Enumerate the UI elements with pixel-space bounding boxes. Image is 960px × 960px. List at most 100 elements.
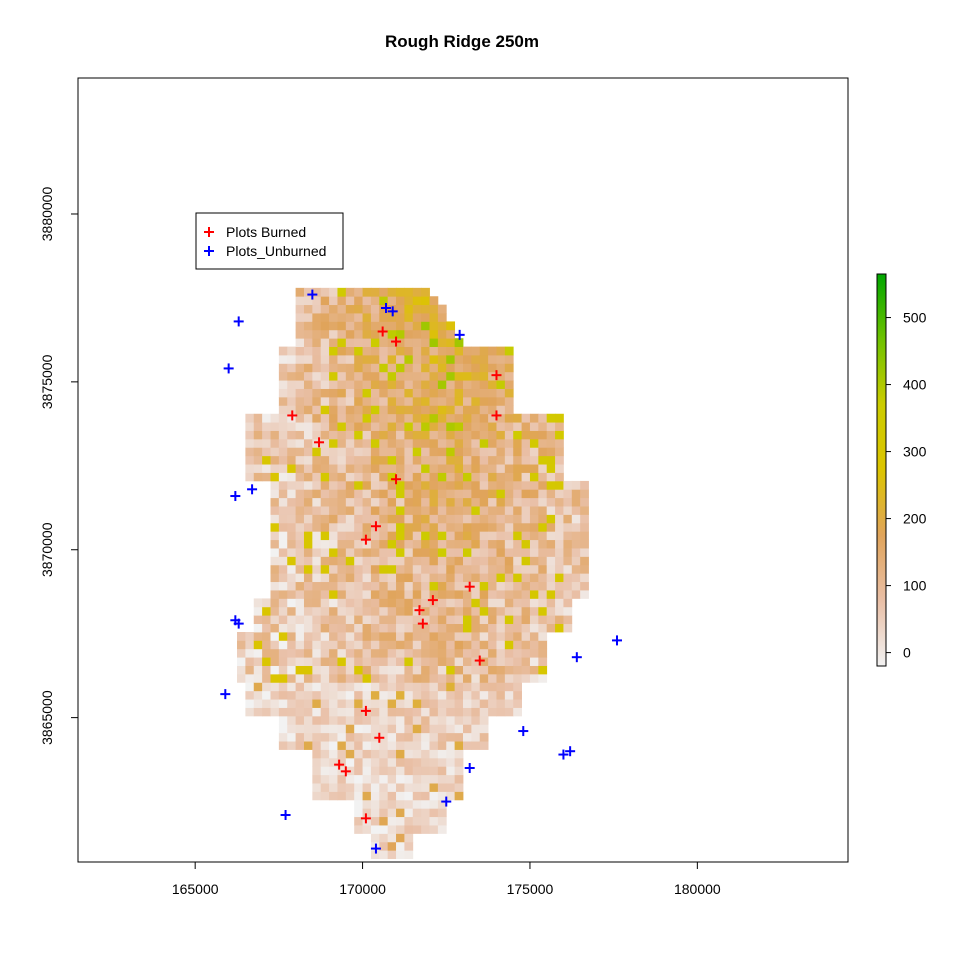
raster-cell bbox=[529, 556, 539, 566]
raster-cell bbox=[320, 497, 330, 507]
raster-cell bbox=[362, 774, 372, 784]
raster-cell bbox=[446, 573, 456, 583]
raster-cell bbox=[454, 489, 464, 499]
raster-cell bbox=[278, 615, 288, 625]
raster-cell bbox=[387, 749, 397, 759]
raster-cell bbox=[354, 287, 363, 297]
raster-cell bbox=[479, 682, 489, 692]
raster-cell bbox=[421, 514, 430, 524]
raster-cell bbox=[404, 766, 414, 776]
raster-cell bbox=[362, 539, 372, 549]
raster-cell bbox=[538, 673, 548, 683]
raster-cell bbox=[329, 783, 338, 792]
raster-cell bbox=[354, 497, 363, 507]
raster-cell bbox=[446, 606, 456, 616]
raster-cell bbox=[404, 783, 414, 792]
raster-cell bbox=[312, 581, 322, 591]
raster-cell bbox=[345, 623, 355, 633]
raster-cell bbox=[270, 422, 280, 431]
raster-cell bbox=[454, 514, 464, 524]
raster-cell bbox=[362, 506, 372, 515]
raster-cell bbox=[454, 590, 464, 599]
raster-cell bbox=[437, 531, 447, 541]
raster-cell bbox=[295, 506, 305, 515]
raster-cell bbox=[471, 422, 481, 431]
raster-cell bbox=[370, 690, 380, 700]
raster-cell bbox=[387, 690, 397, 700]
raster-cell bbox=[479, 531, 489, 541]
raster-cell bbox=[404, 514, 414, 524]
raster-cell bbox=[429, 724, 439, 734]
burned-plot-point bbox=[340, 766, 351, 777]
raster-cell bbox=[379, 648, 389, 658]
raster-cell bbox=[270, 548, 280, 557]
raster-cell bbox=[421, 573, 430, 583]
raster-cell bbox=[387, 321, 397, 331]
raster-cell bbox=[513, 673, 522, 683]
raster-cell bbox=[546, 447, 556, 457]
raster-cell bbox=[362, 304, 372, 314]
raster-cell bbox=[429, 464, 439, 473]
raster-cell bbox=[421, 623, 430, 633]
legend-label-burned: Plots Burned bbox=[226, 224, 306, 240]
raster-cell bbox=[488, 380, 497, 389]
raster-cell bbox=[479, 422, 489, 431]
unburned-plot-point bbox=[280, 809, 291, 820]
raster-cell bbox=[320, 791, 330, 801]
raster-cell bbox=[546, 489, 556, 499]
raster-cell bbox=[404, 346, 414, 356]
raster-cell bbox=[513, 581, 522, 591]
raster-cell bbox=[387, 514, 397, 524]
raster-cell bbox=[446, 506, 456, 515]
raster-cell bbox=[362, 438, 372, 448]
unburned-plot-point bbox=[518, 726, 529, 737]
raster-cell bbox=[345, 464, 355, 473]
raster-cell bbox=[320, 590, 330, 599]
raster-cell bbox=[345, 363, 355, 373]
raster-cell bbox=[488, 472, 497, 482]
raster-cell bbox=[354, 707, 363, 717]
raster-cell bbox=[396, 833, 405, 843]
raster-cell bbox=[329, 657, 338, 666]
raster-cell bbox=[345, 564, 355, 574]
burned-plot-point bbox=[377, 326, 388, 337]
raster-cell bbox=[446, 657, 456, 666]
raster-cell bbox=[370, 464, 380, 473]
raster-cell bbox=[370, 388, 380, 398]
raster-cell bbox=[454, 506, 464, 515]
raster-cell bbox=[362, 346, 372, 356]
raster-cell bbox=[488, 363, 497, 373]
raster-cell bbox=[295, 338, 305, 347]
raster-cell bbox=[454, 690, 464, 700]
raster-cell bbox=[463, 606, 472, 616]
raster-cell bbox=[504, 506, 514, 515]
raster-cell bbox=[454, 732, 464, 742]
raster-cell bbox=[396, 757, 405, 767]
raster-cell bbox=[362, 665, 372, 675]
legend-box bbox=[195, 212, 344, 270]
raster-cell bbox=[387, 833, 397, 843]
colorbar-tick-label: 300 bbox=[903, 444, 927, 460]
raster-cell bbox=[320, 564, 330, 574]
raster-cell bbox=[270, 707, 280, 717]
raster-cell bbox=[437, 581, 447, 591]
raster-cell bbox=[370, 430, 380, 440]
raster-cell bbox=[354, 489, 363, 499]
raster-cell bbox=[320, 632, 330, 641]
raster-cell bbox=[270, 665, 280, 675]
raster-cell bbox=[312, 506, 322, 515]
raster-cell bbox=[429, 363, 439, 373]
raster-cell bbox=[463, 539, 472, 549]
raster-cell bbox=[379, 791, 389, 801]
raster-cell bbox=[295, 455, 305, 465]
raster-cell bbox=[320, 464, 330, 473]
raster-cell bbox=[379, 573, 389, 583]
raster-cell bbox=[354, 783, 363, 792]
raster-cell bbox=[429, 388, 439, 398]
raster-cell bbox=[538, 640, 548, 650]
raster-cell bbox=[404, 564, 414, 574]
raster-cell bbox=[463, 556, 472, 566]
raster-cell bbox=[370, 749, 380, 759]
raster-cell bbox=[329, 480, 338, 490]
